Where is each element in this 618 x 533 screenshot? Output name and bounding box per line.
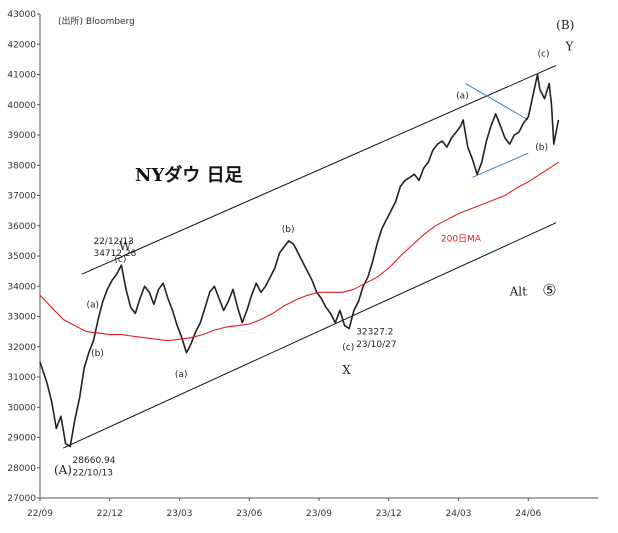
y-tick-label: 42000 [7, 40, 36, 50]
channel-upper-line [81, 64, 557, 275]
x-tick-label: 23/09 [306, 509, 332, 519]
y-tick-label: 29000 [7, 434, 36, 444]
y-tick-label: 31000 [7, 373, 36, 383]
y-tick-label: 32000 [7, 343, 36, 353]
annotation-label: (c) [538, 49, 550, 59]
annotation-label: (c) [342, 343, 354, 353]
annotation-label: 23/10/27 [356, 340, 396, 350]
annotation-label: (c) [114, 255, 126, 265]
chart-series: 200日MA [39, 73, 560, 448]
x-tick-label: 24/03 [446, 509, 472, 519]
y-tick-label: 36000 [7, 222, 36, 232]
annotation-label: (A) [54, 463, 72, 477]
annotation-label: X [342, 363, 351, 377]
y-tick-label: 27000 [7, 494, 36, 504]
x-tick-label: 23/12 [376, 509, 402, 519]
x-tick-label: 22/12 [97, 509, 123, 519]
ma-series-line [39, 161, 559, 342]
annotation-label: (b) [91, 349, 104, 359]
annotation-label: 34712.28 [93, 249, 136, 259]
chart-annotations: 22/12/13 34712.28W (c) (a) (b) 28660.94 22/10/… [54, 18, 575, 478]
annotation-label: 22/10/13 [73, 468, 113, 478]
annotation-label: W [119, 239, 132, 253]
triangle-lower-line [472, 152, 529, 178]
y-tick-label: 40000 [7, 101, 36, 111]
annotation-label: 22/12/13 [93, 237, 133, 247]
y-tick-label: 30000 [7, 403, 36, 413]
chart-title: NYダウ 日足 [135, 164, 243, 186]
x-tick-label: 24/06 [515, 509, 541, 519]
annotation-label: Alt [509, 284, 528, 298]
y-tick-label: 39000 [7, 131, 36, 141]
annotation-label: Y [564, 39, 574, 53]
price-series-line [39, 73, 560, 448]
y-tick-label: 41000 [7, 71, 36, 81]
annotation-label: (a) [175, 370, 188, 380]
channel-lower-line [63, 222, 557, 449]
y-tick-label: 35000 [7, 252, 36, 262]
axes: 27000 28000 29000 30000 31000 32000 33000 34000… [7, 10, 598, 519]
chart-lines [63, 64, 557, 449]
y-tick-label: 37000 [7, 192, 36, 202]
x-tick-label: 22/09 [27, 509, 53, 519]
y-tick-label: 28000 [7, 464, 36, 474]
source-label: (出所) Bloomberg [58, 15, 135, 27]
annotation-label: (b) [535, 143, 548, 153]
annotation-label: (B) [556, 18, 574, 32]
x-tick-label: 23/06 [236, 509, 262, 519]
annotation-label: ⑤ [542, 280, 556, 299]
annotation-label: 32327.2 [356, 328, 393, 338]
annotation-label: (a) [87, 300, 100, 310]
annotation-label: (a) [456, 92, 469, 102]
annotation-label: (b) [282, 225, 295, 235]
y-tick-label: 34000 [7, 282, 36, 292]
y-tick-label: 33000 [7, 313, 36, 323]
triangle-upper-line [465, 83, 529, 121]
y-tick-label: 38000 [7, 161, 36, 171]
x-tick-label: 23/03 [167, 509, 193, 519]
annotation-label: 28660.94 [73, 456, 116, 466]
y-tick-label: 43000 [7, 10, 36, 20]
ma-series-label: 200日MA [441, 234, 482, 245]
